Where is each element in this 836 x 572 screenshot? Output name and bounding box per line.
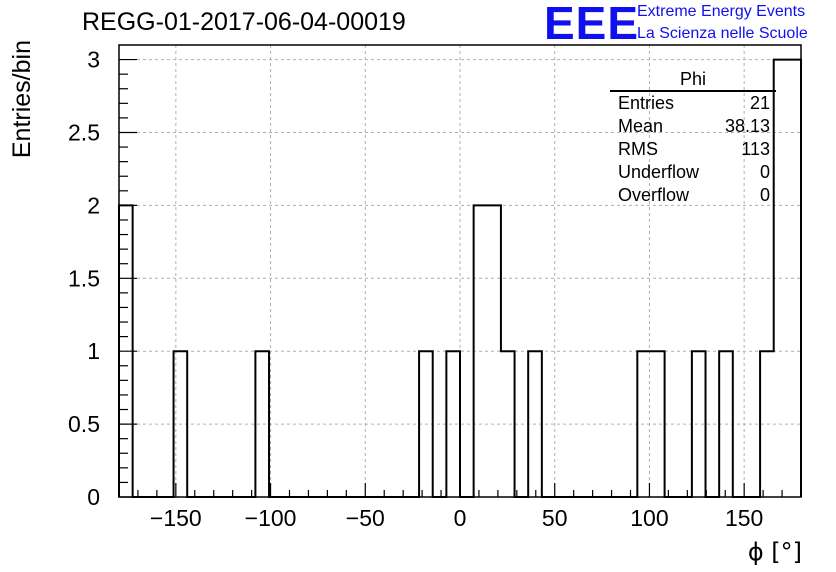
stats-label: Mean xyxy=(618,116,664,136)
y-tick-label: 2 xyxy=(87,192,100,218)
y-tick-label: 2.5 xyxy=(68,119,100,145)
histogram-bar xyxy=(637,351,651,497)
y-tick-label: 0 xyxy=(87,484,100,510)
logo-line-2: La Scienza nelle Scuole xyxy=(637,25,808,42)
x-axis-label: ϕ [°] xyxy=(748,538,802,566)
stats-row: Underflow 0 xyxy=(610,161,776,184)
stats-label: RMS xyxy=(618,139,658,159)
stats-row: Overflow 0 xyxy=(610,184,776,207)
x-tick-label: −50 xyxy=(346,505,385,531)
y-axis-label: Entries/bin xyxy=(8,40,36,158)
stats-value: 38.13 xyxy=(724,116,770,136)
stats-value: 0 xyxy=(759,162,770,182)
y-tick-label: 0.5 xyxy=(68,411,100,437)
x-tick-label: 150 xyxy=(725,505,763,531)
histogram-bar xyxy=(692,351,706,497)
stats-box: Phi Entries 21 Mean 38.13 RMS 113 Underf… xyxy=(610,68,776,207)
histogram-bar xyxy=(760,351,774,497)
histogram-bar xyxy=(174,351,188,497)
y-axis-ticks: 0 0.5 1 1.5 2 2.5 3 xyxy=(68,47,137,510)
stats-value: 0 xyxy=(759,185,770,205)
stats-value: 21 xyxy=(749,93,770,113)
stats-row: Mean 38.13 xyxy=(610,115,776,138)
y-tick-label: 1 xyxy=(87,338,100,364)
stats-row: Entries 21 xyxy=(610,92,776,115)
x-tick-label: 100 xyxy=(630,505,668,531)
chart-title: REGG-01-2017-06-04-00019 xyxy=(82,8,406,36)
x-tick-label: 50 xyxy=(542,505,568,531)
stats-label: Entries xyxy=(618,93,675,113)
eee-logo: EEE xyxy=(544,0,640,49)
stats-value: 113 xyxy=(741,139,770,159)
stats-title: Phi xyxy=(610,68,776,92)
x-tick-label: −100 xyxy=(245,505,297,531)
histogram-bar xyxy=(651,351,665,497)
histogram-outline xyxy=(118,58,802,498)
histogram-bar xyxy=(255,351,269,497)
x-axis-ticks: −150 −100 −50 0 50 100 150 xyxy=(137,483,783,531)
histogram-bar xyxy=(501,351,515,497)
histogram-bar xyxy=(419,351,433,497)
logo-line-1: Extreme Energy Events xyxy=(637,3,806,20)
y-tick-label: 3 xyxy=(87,47,100,73)
histogram-bar xyxy=(487,205,501,497)
x-tick-label: −150 xyxy=(150,505,202,531)
histogram-bar xyxy=(446,351,460,497)
histogram-bar xyxy=(787,60,801,497)
histogram-bar xyxy=(474,205,488,497)
y-tick-label: 1.5 xyxy=(68,265,100,291)
stats-label: Underflow xyxy=(618,162,700,182)
x-tick-label: 0 xyxy=(454,505,467,531)
histogram-bar xyxy=(719,351,733,497)
histogram-bar xyxy=(528,351,542,497)
stats-row: RMS 113 xyxy=(610,138,776,161)
stats-label: Overflow xyxy=(618,185,690,205)
histogram-bars xyxy=(118,58,802,498)
